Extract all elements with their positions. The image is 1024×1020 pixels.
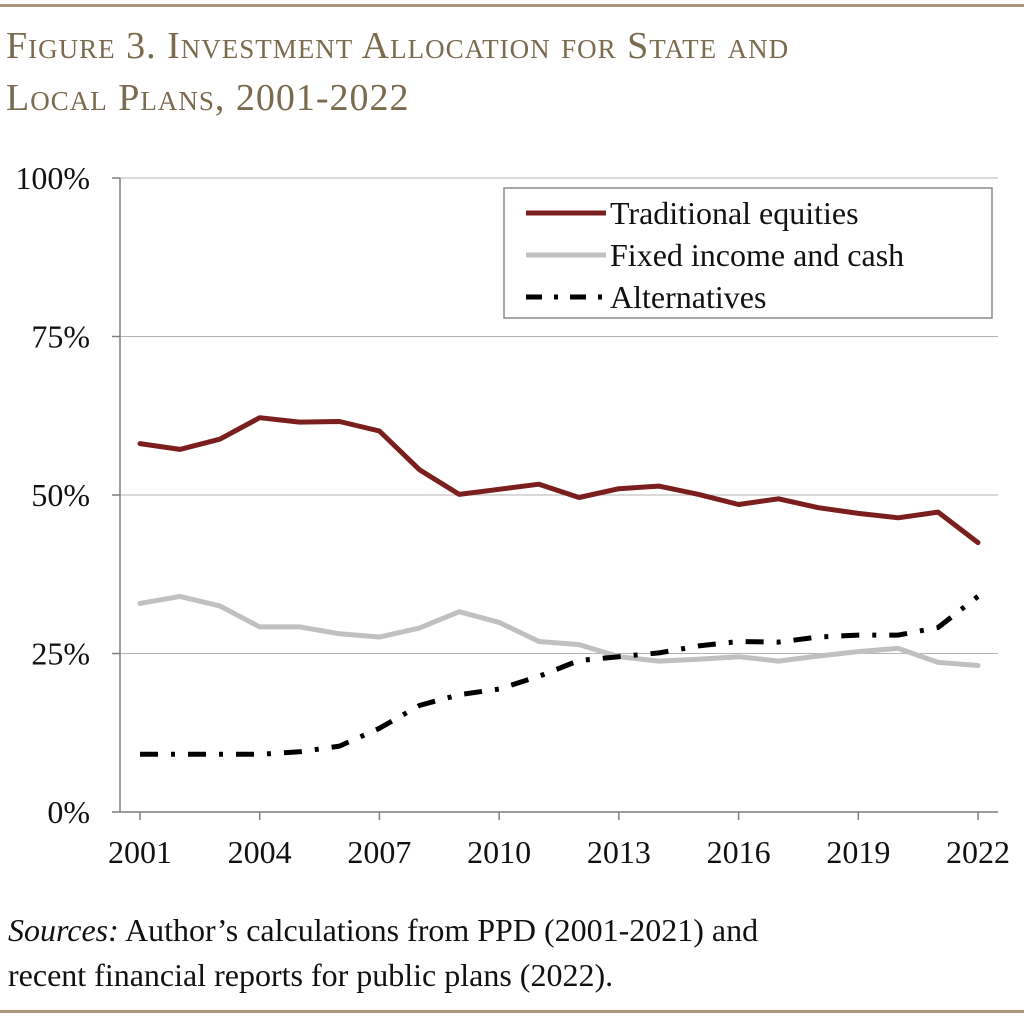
- series-line-alternatives: [140, 594, 980, 757]
- source-note: Sources: Author’s calculations from PPD …: [8, 908, 1008, 998]
- figure-title-line-2: Local Plans, 2001-2022: [6, 77, 410, 119]
- x-tick-label-2019: 2019: [826, 834, 890, 870]
- series-lines: [137, 415, 981, 757]
- x-tick-label-2001: 2001: [108, 834, 172, 870]
- figure-title: Figure 3. Investment Allocation for Stat…: [6, 20, 1006, 124]
- x-tick-label-2013: 2013: [587, 834, 651, 870]
- x-tick-label-2010: 2010: [467, 834, 531, 870]
- source-text-line-2: recent financial reports for public plan…: [8, 957, 614, 993]
- axes: 0% 25% 50% 75% 100% 2001 2004 2007 2010 2013 2016 2…: [15, 160, 1010, 870]
- legend-label-alternatives: Alternatives: [610, 279, 766, 315]
- series-line-traditional-equities: [137, 415, 981, 546]
- line-chart: 0% 25% 50% 75% 100% 2001 2004 2007 2010 2013 2016 2…: [15, 160, 1010, 870]
- legend: Traditional equities Fixed income and cas…: [503, 187, 993, 319]
- y-tick-label-75: 75%: [31, 319, 90, 355]
- top-rule: [0, 4, 1024, 7]
- source-text-line-1: Author’s calculations from PPD (2001-202…: [118, 912, 759, 948]
- y-tick-label-50: 50%: [31, 477, 90, 513]
- x-tick-label-2022: 2022: [946, 834, 1010, 870]
- series-line-fixed-income-and-cash: [137, 593, 981, 668]
- x-tick-label-2007: 2007: [347, 834, 411, 870]
- bottom-rule: [0, 1010, 1024, 1013]
- y-tick-label-100: 100%: [15, 160, 90, 196]
- figure-title-line-1: Figure 3. Investment Allocation for Stat…: [6, 25, 790, 67]
- legend-label-fixed-income-and-cash: Fixed income and cash: [610, 237, 904, 273]
- x-tick-label-2004: 2004: [228, 834, 292, 870]
- legend-label-traditional-equities: Traditional equities: [610, 195, 859, 231]
- x-tick-label-2016: 2016: [707, 834, 771, 870]
- source-label: Sources:: [8, 912, 119, 948]
- y-tick-label-0: 0%: [47, 794, 90, 830]
- y-tick-label-25: 25%: [31, 636, 90, 672]
